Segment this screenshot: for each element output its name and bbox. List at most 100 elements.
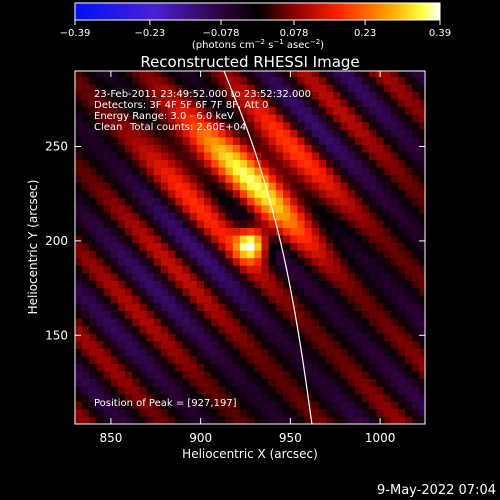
heatmap-pixel xyxy=(96,204,105,213)
heatmap-pixel xyxy=(376,393,385,402)
heatmap-pixel xyxy=(326,295,334,304)
heatmap-pixel xyxy=(204,114,212,123)
heatmap-pixel xyxy=(347,197,356,206)
heatmap-pixel xyxy=(254,121,262,130)
heatmap-pixel xyxy=(96,348,105,357)
heatmap-pixel xyxy=(204,280,212,289)
heatmap-pixel xyxy=(268,250,277,259)
heatmap-pixel xyxy=(182,84,191,93)
heatmap-pixel xyxy=(261,84,270,93)
heatmap-pixel xyxy=(182,340,191,349)
heatmap-pixel xyxy=(318,295,327,304)
heatmap-pixel xyxy=(290,204,298,213)
heatmap-pixel xyxy=(318,401,327,410)
heatmap-pixel xyxy=(125,386,133,395)
heatmap-pixel xyxy=(81,144,90,153)
heatmap-pixel xyxy=(254,136,262,145)
heatmap-pixel xyxy=(75,302,83,312)
heatmap-pixel xyxy=(427,160,435,168)
heatmap-pixel xyxy=(196,280,205,289)
heatmap-pixel xyxy=(261,386,270,395)
heatmap-pixel xyxy=(326,355,334,364)
heatmap-pixel xyxy=(347,355,356,364)
heatmap-pixel xyxy=(117,257,126,266)
heatmap-pixel xyxy=(427,326,435,334)
heatmap-pixel xyxy=(376,136,385,145)
heatmap-pixel xyxy=(110,265,119,274)
heatmap-pixel xyxy=(390,265,399,274)
heatmap-pixel xyxy=(340,363,349,372)
heatmap-pixel xyxy=(89,355,97,364)
heatmap-pixel xyxy=(383,302,392,312)
heatmap-pixel xyxy=(275,348,284,357)
heatmap-pixel xyxy=(354,348,363,357)
heatmap-pixel xyxy=(427,182,435,190)
heatmap-pixel xyxy=(153,325,162,334)
heatmap-pixel xyxy=(318,408,327,417)
heatmap-pixel xyxy=(89,408,97,417)
heatmap-pixel xyxy=(390,257,399,266)
heatmap-pixel xyxy=(297,136,306,145)
heatmap-pixel xyxy=(211,212,219,221)
heatmap-pixel xyxy=(175,91,183,100)
heatmap-pixel xyxy=(132,144,140,153)
heatmap-pixel xyxy=(427,356,435,364)
x-tick-label: 1000 xyxy=(365,431,396,445)
heatmap-pixel xyxy=(311,151,320,161)
heatmap-pixel xyxy=(340,378,349,387)
heatmap-pixel xyxy=(146,204,155,213)
heatmap-pixel xyxy=(232,393,241,402)
heatmap-pixel xyxy=(182,287,191,296)
heatmap-pixel xyxy=(75,167,76,176)
heatmap-pixel xyxy=(311,182,320,191)
heatmap-pixel xyxy=(311,84,320,93)
heatmap-pixel xyxy=(405,204,413,213)
heatmap-pixel xyxy=(189,219,198,228)
heatmap-pixel xyxy=(182,355,191,364)
heatmap-pixel xyxy=(139,423,148,424)
heatmap-pixel xyxy=(427,416,435,424)
heatmap-pixel xyxy=(146,302,155,312)
heatmap-pixel xyxy=(153,295,162,304)
heatmap-pixel xyxy=(89,423,97,424)
heatmap-pixel xyxy=(125,174,133,183)
heatmap-pixel xyxy=(182,393,191,402)
heatmap-pixel xyxy=(232,250,241,259)
heatmap-pixel xyxy=(211,204,219,213)
heatmap-pixel xyxy=(427,424,435,432)
heatmap-pixel xyxy=(232,159,241,168)
heatmap-pixel xyxy=(419,212,425,221)
heatmap-pixel xyxy=(340,257,349,266)
heatmap-pixel xyxy=(225,250,234,259)
heatmap-pixel xyxy=(182,106,191,115)
heatmap-pixel xyxy=(326,265,334,274)
heatmap-pixel xyxy=(160,325,169,334)
heatmap-pixel xyxy=(361,370,370,379)
heatmap-pixel xyxy=(81,219,90,228)
heatmap-pixel xyxy=(290,159,298,168)
heatmap-pixel xyxy=(196,167,205,176)
heatmap-pixel xyxy=(117,91,126,100)
heatmap-pixel xyxy=(261,318,270,327)
heatmap-pixel xyxy=(204,333,212,342)
heatmap-pixel xyxy=(117,393,126,402)
heatmap-pixel xyxy=(189,76,198,85)
heatmap-pixel xyxy=(290,99,298,108)
heatmap-pixel xyxy=(232,129,241,138)
heatmap-pixel xyxy=(146,318,155,327)
heatmap-pixel xyxy=(182,295,191,304)
heatmap-pixel xyxy=(103,235,112,244)
heatmap-pixel xyxy=(125,280,133,289)
heatmap-pixel xyxy=(103,416,112,424)
heatmap-pixel xyxy=(405,265,413,274)
heatmap-pixel xyxy=(189,212,198,221)
heatmap-pixel xyxy=(311,129,320,138)
heatmap-pixel xyxy=(168,182,176,191)
heatmap-pixel xyxy=(96,416,105,424)
heatmap-pixel xyxy=(268,121,277,130)
heatmap-pixel xyxy=(75,174,83,183)
heatmap-pixel xyxy=(311,401,320,410)
heatmap-pixel xyxy=(160,121,169,130)
heatmap-pixel xyxy=(218,378,227,387)
heatmap-pixel xyxy=(405,272,413,281)
